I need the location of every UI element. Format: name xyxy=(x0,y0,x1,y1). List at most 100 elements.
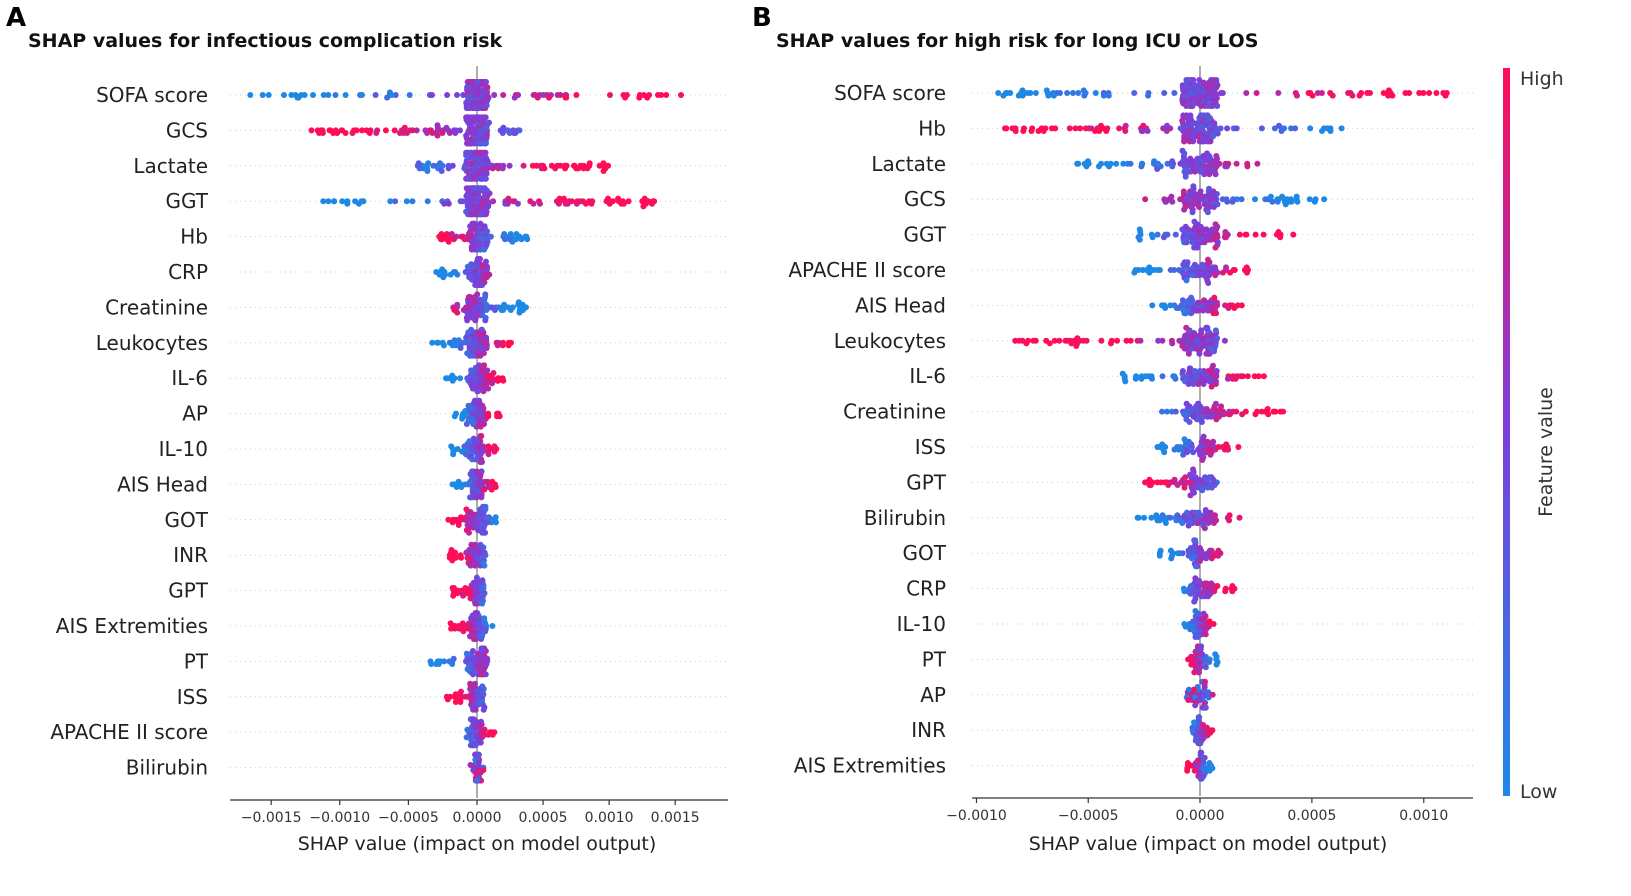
shap-dot xyxy=(470,767,477,774)
shap-dot xyxy=(1222,229,1229,235)
shap-dot xyxy=(493,519,499,526)
shap-dot xyxy=(1172,408,1179,415)
shap-dot xyxy=(1000,92,1007,99)
shap-dot xyxy=(560,195,567,202)
shap-dot xyxy=(1098,122,1104,129)
feature-label: Lactate xyxy=(133,154,208,178)
shap-dot xyxy=(1201,272,1207,279)
shap-dot xyxy=(1171,90,1178,96)
shap-dot xyxy=(1206,618,1213,625)
shap-dot xyxy=(424,168,431,174)
shap-dot xyxy=(1212,400,1219,407)
shap-dot xyxy=(1267,193,1274,200)
shap-dot xyxy=(1156,552,1163,559)
shap-dot xyxy=(486,119,492,126)
shap-dot xyxy=(480,443,487,450)
shap-dot xyxy=(382,127,389,134)
shap-dot xyxy=(483,135,490,142)
shap-dot xyxy=(663,92,670,98)
shap-dot xyxy=(1077,125,1084,132)
shap-dot xyxy=(1200,307,1206,314)
shap-dot xyxy=(469,220,476,227)
shap-dot xyxy=(1201,525,1208,532)
shap-dot xyxy=(1181,138,1188,145)
shap-dot xyxy=(460,628,467,635)
shap-dot xyxy=(1226,517,1233,524)
shap-dot xyxy=(1194,155,1201,162)
shap-dot xyxy=(1196,272,1203,279)
shap-dot xyxy=(1169,198,1176,205)
shap-dot xyxy=(1208,580,1215,587)
shap-dot xyxy=(1190,618,1197,625)
shap-dot xyxy=(1190,183,1197,190)
shap-dot xyxy=(478,645,485,652)
shap-dot xyxy=(1191,168,1198,175)
shap-dot xyxy=(464,350,471,357)
shap-dot xyxy=(1186,138,1193,145)
shap-dot xyxy=(1311,198,1318,205)
shap-dot xyxy=(1161,449,1168,456)
shap-dot xyxy=(1195,634,1201,640)
shap-dot xyxy=(458,514,464,521)
shap-dot xyxy=(1239,373,1246,380)
shap-dot xyxy=(1209,765,1216,772)
shap-dot xyxy=(1229,583,1236,589)
shap-dot xyxy=(1201,201,1208,208)
shap-dot xyxy=(409,127,416,134)
shap-dot xyxy=(406,92,413,98)
shap-dot xyxy=(479,448,486,455)
shap-dot xyxy=(1191,218,1198,225)
shap-dot xyxy=(1195,381,1202,387)
shap-dot xyxy=(482,317,489,324)
shap-dot xyxy=(474,256,481,262)
shap-dot xyxy=(467,494,474,501)
feature-label: GCS xyxy=(904,187,946,211)
shap-dot xyxy=(1252,411,1259,418)
shap-dot xyxy=(484,478,491,485)
shap-dot xyxy=(1187,626,1194,633)
shap-dot xyxy=(1186,419,1193,425)
shap-dot xyxy=(1002,125,1008,132)
shap-dot xyxy=(464,263,471,270)
shap-dot xyxy=(505,195,512,202)
shap-dot xyxy=(451,585,457,591)
shap-dot xyxy=(454,590,461,597)
shap-dot xyxy=(1155,444,1162,450)
panel-b-gridlines xyxy=(972,92,1473,767)
shap-dot xyxy=(454,271,461,278)
shap-dot xyxy=(1327,128,1334,134)
x-tick-label: 0.0010 xyxy=(1399,808,1448,824)
shap-dot xyxy=(1098,337,1105,344)
shap-dot xyxy=(1169,163,1176,170)
shap-dot xyxy=(473,468,480,475)
shap-dot xyxy=(1205,79,1212,86)
shap-dot xyxy=(483,102,490,109)
shap-dot xyxy=(1235,444,1242,450)
shap-dot xyxy=(1236,514,1243,521)
shap-dot xyxy=(1056,337,1063,344)
shap-dot xyxy=(1204,484,1211,491)
shap-dot xyxy=(446,658,453,665)
shap-dot xyxy=(465,481,472,488)
shap-dot xyxy=(478,175,485,182)
shap-dot xyxy=(1167,514,1174,521)
shap-dot xyxy=(1208,332,1215,339)
shap-dot xyxy=(457,127,463,134)
shap-dot xyxy=(478,468,485,475)
shap-dot xyxy=(1220,411,1227,418)
shap-dot xyxy=(1262,408,1269,415)
shap-dot xyxy=(1356,92,1363,99)
feature-label: ISS xyxy=(915,435,946,459)
shap-dot xyxy=(1274,198,1281,205)
shap-dot xyxy=(488,519,495,526)
shap-dot xyxy=(308,127,315,134)
shap-dot xyxy=(471,636,478,642)
shap-dot xyxy=(1206,474,1213,481)
shap-dot xyxy=(474,600,481,607)
shap-dot xyxy=(1205,103,1212,109)
shap-dot xyxy=(481,486,488,493)
shap-dot xyxy=(1200,343,1206,349)
shap-dot xyxy=(1189,239,1196,246)
shap-dot xyxy=(1307,125,1314,132)
feature-label: Bilirubin xyxy=(864,506,946,530)
